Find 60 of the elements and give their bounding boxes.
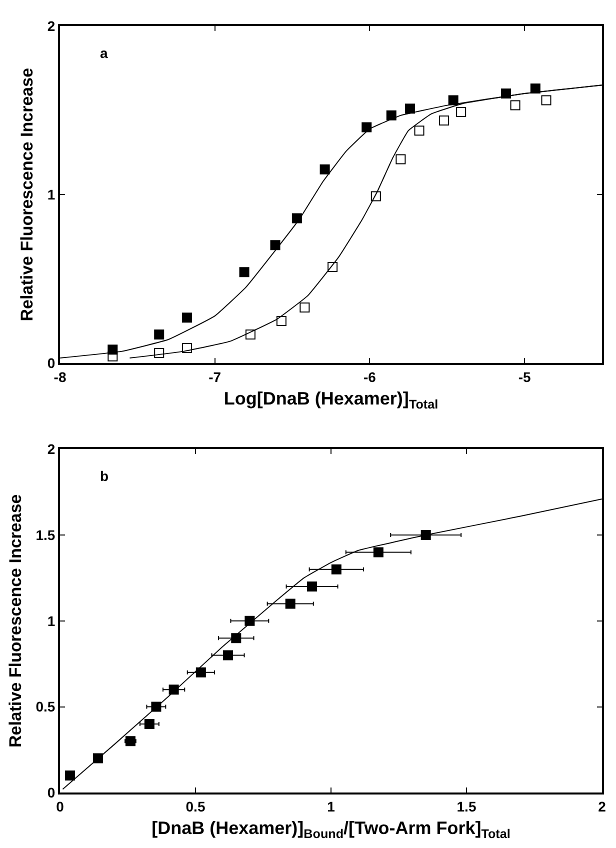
x-tick-label: 1: [327, 798, 336, 814]
x-tick-label: -6: [363, 368, 376, 385]
point: [331, 564, 342, 574]
point: [370, 191, 381, 202]
point: [439, 115, 450, 126]
point: [500, 88, 511, 99]
x-tick-label: -8: [54, 368, 66, 385]
y-tick-label: 2: [47, 441, 56, 458]
point: [320, 164, 330, 174]
point: [65, 770, 76, 780]
point: [231, 633, 242, 644]
x-tick-label: 1.5: [456, 798, 476, 814]
point: [182, 342, 192, 353]
x-tick-label: -7: [208, 368, 222, 385]
y-axis-title: Relative Fluorescence Increase: [17, 68, 36, 322]
point: [154, 348, 164, 358]
x-tick-label: 0.5: [186, 798, 206, 814]
point: [456, 107, 466, 118]
y-tick-label: 1.5: [36, 526, 56, 543]
point: [541, 95, 552, 106]
x-tick-label: 2: [598, 798, 606, 814]
point: [300, 302, 310, 312]
point: [396, 154, 406, 164]
point: [530, 83, 540, 94]
y-tick-label: 0: [47, 355, 56, 371]
x-tick-label: -5: [518, 368, 532, 385]
point: [92, 753, 103, 764]
y-tick-label: 1: [47, 612, 56, 629]
point: [510, 100, 520, 110]
point: [386, 110, 396, 120]
point: [285, 598, 296, 609]
point: [239, 267, 250, 278]
point: [404, 104, 415, 114]
point: [276, 316, 286, 326]
point: [223, 650, 234, 660]
point: [144, 718, 154, 729]
point: [270, 240, 280, 250]
point: [292, 213, 302, 224]
point: [244, 616, 255, 626]
point: [373, 547, 384, 558]
y-tick-label: 0.5: [36, 698, 56, 715]
x-axis-title: Log[DnaB (Hexamer)]$_{Total}$: [224, 388, 438, 412]
point: [414, 126, 424, 136]
point: [245, 329, 256, 340]
point: [154, 329, 164, 340]
annotation: b: [100, 468, 109, 484]
point: [307, 582, 318, 592]
annotation: a: [100, 45, 108, 61]
point: [328, 262, 338, 272]
y-axis-title: Relative Fluorescence Increase: [6, 494, 25, 748]
point: [196, 667, 206, 678]
y-tick-label: 0: [47, 784, 56, 801]
point: [182, 312, 192, 323]
y-tick-label: 2: [47, 18, 56, 34]
x-axis-title: [DnaB (Hexamer)]$_{Bound}$/[Two-Arm Fork]$_{Total}$: [152, 818, 510, 841]
y-tick-label: 1: [47, 186, 56, 203]
point: [125, 736, 136, 746]
point: [362, 122, 372, 132]
point: [420, 530, 431, 540]
point: [108, 351, 118, 362]
